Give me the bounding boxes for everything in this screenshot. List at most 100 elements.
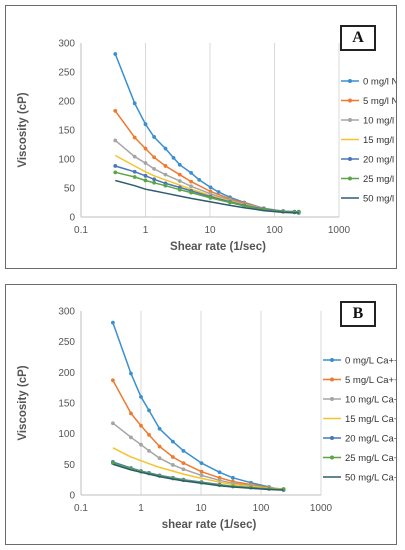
data-point [163,172,168,177]
data-point [143,122,148,127]
data-point [113,138,118,143]
data-point [147,432,151,437]
chart-b-svg: 0 50 100 150 200 250 300 0.1 1 10 100 1000 shear rat… [17,307,396,532]
data-point [163,183,168,188]
data-point [147,448,151,453]
data-point [132,101,137,106]
y-tick-label: 300 [58,307,75,318]
data-point [181,448,186,453]
data-point [143,146,148,151]
legend-label: 15 mg/l Na+ [363,135,396,146]
legend-label: 20 mg/l Na+ [363,155,396,166]
data-point [171,155,176,160]
chart-a-svg: 0 50 100 150 200 250 300 0.1 1 10 100 1000 Shear rat… [17,39,396,254]
x-tick-label: 1000 [310,503,333,514]
data-point [139,423,143,428]
legend-label: 5 mg/L Ca++ [345,375,396,386]
chart-panel-a: 0 50 100 150 200 250 300 0.1 1 10 100 1000 Shear rat… [5,5,397,269]
x-axis-title: shear rate (1/sec) [162,519,257,531]
data-point [152,135,157,139]
data-point [157,444,162,449]
y-axis-title: Viscosity (cP) [17,365,29,440]
x-axis-title: Shear rate (1/sec) [170,241,266,253]
data-point [197,177,202,182]
data-point [110,378,115,383]
y-tick-label: 150 [58,126,75,137]
data-point [143,178,148,183]
data-point [177,179,182,183]
x-tick-label: 10 [195,503,207,514]
legend-marker [348,118,352,122]
data-point [132,175,137,179]
data-point [132,169,137,174]
data-point [139,394,143,399]
legend-label: 15 mg/L Ca++ [345,414,396,425]
data-point [199,469,204,474]
legend-marker [348,98,352,103]
y-tick-label: 100 [58,429,75,440]
data-point [163,146,168,151]
legend-label: 50 mg/l Na+ [363,194,396,205]
legend-label: 25 mg/L Ca++ [345,453,396,464]
data-point [228,200,232,205]
y-tick-label: 250 [58,68,75,79]
legend-label: 20 mg/L Ca++ [345,434,396,445]
legend-label: 25 mg/l Na+ [363,174,396,185]
data-point [152,180,157,185]
data-point [129,435,133,440]
legend-marker [330,455,334,460]
legend-marker [330,358,334,362]
data-point [199,461,204,466]
series-line [112,379,284,491]
x-tick-label: 100 [253,503,270,514]
data-point [132,154,137,159]
data-point [157,456,162,461]
legend-marker [348,176,352,181]
data-point [189,179,194,184]
data-point [170,455,175,459]
series-line [114,154,299,213]
data-point [113,52,118,56]
series-line [112,463,284,491]
data-point [143,161,148,165]
data-point [139,442,143,447]
data-point [177,162,182,167]
y-tick-label: 150 [58,399,75,410]
y-axis-title: Viscosity (cP) [17,92,29,167]
legend-marker [348,79,352,83]
x-tick-label: 1 [138,503,144,514]
legend-label: 10 mg/l Na+ [363,116,396,127]
data-point [189,171,194,175]
x-tick-label: 100 [266,225,283,236]
data-point [208,185,213,190]
panel-label-a: A [340,25,376,51]
data-point [152,155,157,160]
x-tick-label: 10 [204,225,216,236]
data-point [152,177,157,182]
data-point [147,408,151,413]
y-tick-label: 100 [58,155,75,166]
data-point [129,371,133,376]
data-point [170,439,175,444]
data-point [199,473,204,478]
data-point [113,170,118,175]
y-tick-label: 200 [58,368,75,379]
y-tick-label: 50 [64,460,76,471]
series-line [112,422,284,490]
panel-label-b: B [340,301,376,327]
data-point [163,164,168,168]
y-tick-label: 0 [69,213,75,224]
data-point [110,320,115,325]
data-point [216,190,221,194]
legend-label: 0 mg/L Ca++ [345,356,396,367]
legend-marker [330,436,334,440]
legend-label: 5 mg/l Na+ [363,96,396,107]
data-point [113,108,118,113]
y-tick-label: 250 [58,337,75,348]
x-tick-label: 1000 [328,225,351,236]
data-point [177,187,182,192]
data-point [189,184,194,189]
legend-marker [348,157,352,161]
series-line [115,179,299,214]
legend-marker [330,397,334,401]
